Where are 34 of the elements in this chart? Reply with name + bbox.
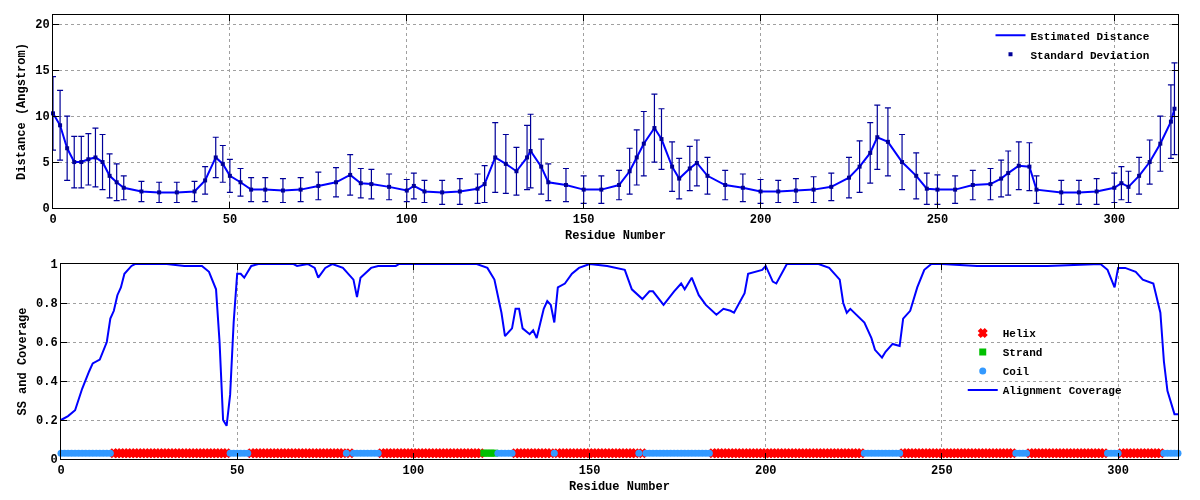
y-tick-label: 20 [35,18,50,33]
x-tick-label: 300 [1103,213,1126,228]
y-tick-label: 1 [50,258,58,273]
x-axis-title: Residue Number [569,480,670,495]
x-tick-label: 250 [926,213,949,228]
legend-label: Standard Deviation [1030,49,1150,62]
legend-label: Estimated Distance [1030,30,1150,43]
x-tick-label: 300 [1107,464,1129,479]
x-tick-label: 200 [749,213,772,228]
y-axis-title: Distance (Angstrom) [15,43,30,180]
y-tick-label: 0.8 [35,297,58,312]
legend-label: Strand [1002,347,1043,360]
y-tick-label: 10 [35,110,50,125]
legend-label: Coil [1002,366,1030,379]
y-tick-label: 5 [42,156,50,171]
x-tick-label: 100 [402,464,425,479]
y-tick-label: 0.4 [35,375,58,390]
y-tick-label: 0 [42,202,50,217]
y-tick-label: 15 [35,64,50,79]
x-tick-label: 50 [229,464,245,479]
y-tick-label: 0.6 [35,336,58,351]
y-tick-label: 0.2 [35,414,58,429]
legend-label: Alignment Coverage [1002,385,1122,398]
x-axis-title: Residue Number [565,229,666,244]
x-tick-label: 50 [222,213,238,228]
line-series [61,264,1178,427]
x-tick-label: 200 [754,464,777,479]
y-tick-label: 0 [50,453,58,468]
legend-label: Helix [1002,328,1037,341]
x-tick-label: 150 [572,213,595,228]
x-tick-label: 100 [395,213,418,228]
x-tick-label: 150 [578,464,601,479]
y-axis-title: SS and Coverage [16,307,31,416]
x-tick-label: 250 [931,464,953,479]
